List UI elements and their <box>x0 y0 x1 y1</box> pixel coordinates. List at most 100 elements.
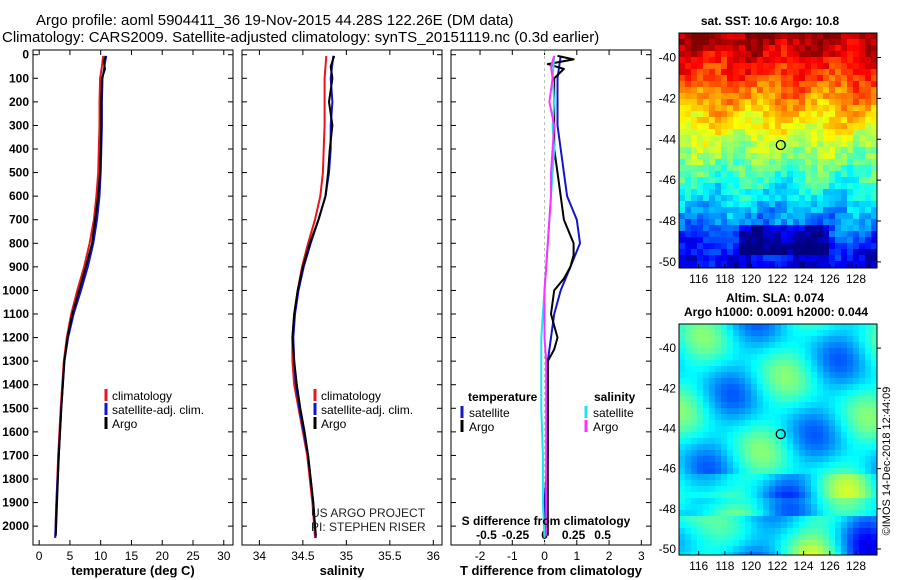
map-cell <box>775 414 782 421</box>
map-cell <box>769 201 776 208</box>
map-cell <box>757 75 764 82</box>
map-cell <box>715 177 722 184</box>
map-cell <box>727 360 734 367</box>
map-cell <box>685 540 692 547</box>
map-cell <box>715 141 722 148</box>
map-cell <box>697 402 704 409</box>
map-cell <box>841 225 848 232</box>
map-cell <box>793 456 800 463</box>
map-cell <box>805 69 812 76</box>
map-cell <box>763 432 770 439</box>
map-cell <box>835 117 842 124</box>
map-cell <box>799 450 806 457</box>
map-cell <box>847 39 854 46</box>
map-cell <box>733 207 740 214</box>
map-cell <box>739 261 746 268</box>
map-cell <box>865 438 872 445</box>
map-cell <box>745 342 752 349</box>
map-cell <box>715 522 722 529</box>
map-cell <box>751 237 758 244</box>
map-cell <box>763 147 770 154</box>
map-cell <box>811 111 818 118</box>
map-cell <box>817 408 824 415</box>
map-cell <box>751 528 758 535</box>
y-tick-label: 1600 <box>2 425 29 439</box>
map-cell <box>769 129 776 136</box>
map-cell <box>823 432 830 439</box>
map-cell <box>841 159 848 166</box>
map-cell <box>709 171 716 178</box>
map-cell <box>775 408 782 415</box>
map-cell <box>829 342 836 349</box>
axes-frame <box>450 49 652 546</box>
map-cell <box>811 390 818 397</box>
map-cell <box>781 201 788 208</box>
map-cell <box>757 522 764 529</box>
map-cell <box>841 231 848 238</box>
map-cell <box>859 243 866 250</box>
map-cell <box>799 87 806 94</box>
map-cell <box>847 384 854 391</box>
map-cell <box>697 426 704 433</box>
map-cell <box>685 255 692 262</box>
map-cell <box>781 462 788 469</box>
map-cell <box>709 378 716 385</box>
map-cell <box>799 117 806 124</box>
map-cell <box>763 189 770 196</box>
map-cell <box>715 159 722 166</box>
map-cell <box>769 546 776 553</box>
map-cell <box>811 225 818 232</box>
map-cell <box>769 99 776 106</box>
map-cell <box>685 462 692 469</box>
map-cell <box>871 63 878 70</box>
map-cell <box>745 207 752 214</box>
map-cell <box>835 378 842 385</box>
map-cell <box>727 153 734 160</box>
map-cell <box>679 75 686 82</box>
map-cell <box>745 456 752 463</box>
y-tick-label: 1800 <box>2 472 29 486</box>
map-cell <box>763 348 770 355</box>
map-cell <box>829 177 836 184</box>
map-cell <box>739 396 746 403</box>
map-cell <box>709 213 716 220</box>
map-cell <box>799 255 806 262</box>
map-cell <box>847 426 854 433</box>
map-cell <box>781 456 788 463</box>
map-cell <box>823 546 830 553</box>
map-cell <box>709 165 716 172</box>
map-cell <box>847 63 854 70</box>
map-cell <box>835 426 842 433</box>
map-cell <box>781 504 788 511</box>
map-cell <box>751 99 758 106</box>
map-cell <box>811 534 818 541</box>
map-cell <box>727 414 734 421</box>
map-cell <box>757 384 764 391</box>
map-cell <box>739 243 746 250</box>
map-cell <box>721 402 728 409</box>
map-cell <box>739 492 746 499</box>
map-cell <box>781 432 788 439</box>
map-cell <box>853 390 860 397</box>
map-cell <box>751 225 758 232</box>
map-cell <box>769 87 776 94</box>
map-cell <box>853 99 860 106</box>
series-argo <box>291 55 336 536</box>
map-cell <box>769 75 776 82</box>
map-cell <box>691 342 698 349</box>
map-cell <box>715 51 722 58</box>
map-cell <box>733 111 740 118</box>
map-cell <box>733 372 740 379</box>
map-cell <box>841 75 848 82</box>
map-cell <box>751 438 758 445</box>
map-cell <box>865 189 872 196</box>
map-cell <box>745 201 752 208</box>
map-cell <box>751 510 758 517</box>
map-mask <box>877 322 897 561</box>
map-cell <box>823 348 830 355</box>
map-cell <box>799 366 806 373</box>
map-cell <box>841 360 848 367</box>
map-cell <box>853 408 860 415</box>
map-cell <box>697 522 704 529</box>
map-cell <box>727 201 734 208</box>
